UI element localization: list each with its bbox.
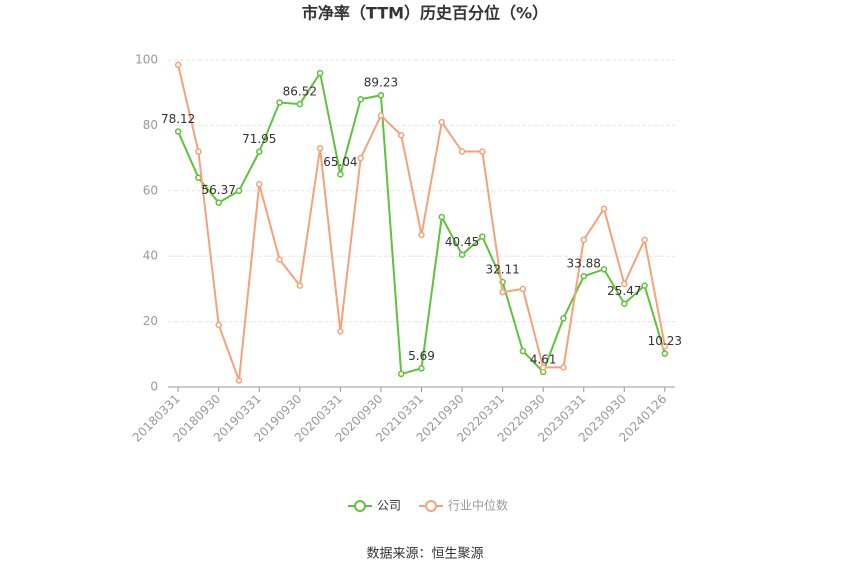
- data-point: [418, 231, 425, 239]
- data-point: [519, 285, 527, 293]
- legend-label: 行业中位数: [448, 498, 508, 513]
- data-label: 71.95: [242, 132, 276, 146]
- data-point: [377, 112, 385, 119]
- data-point: [438, 118, 446, 126]
- data-label: 32.11: [485, 263, 519, 277]
- y-tick-label: 60: [143, 183, 158, 197]
- data-label: 78.12: [161, 112, 195, 126]
- data-point: [256, 148, 263, 155]
- data-label: 56.37: [202, 183, 236, 197]
- data-point: [479, 233, 486, 240]
- data-point: [174, 128, 182, 135]
- data-label: 65.04: [323, 155, 357, 169]
- data-point: [580, 236, 587, 244]
- data-point: [276, 256, 283, 263]
- legend-marker: [354, 500, 366, 512]
- data-point: [641, 282, 648, 289]
- data-point: [337, 171, 344, 178]
- data-label: 86.52: [283, 85, 317, 99]
- data-label: 89.23: [364, 76, 398, 90]
- series-line: [177, 70, 666, 376]
- data-point: [296, 282, 304, 289]
- data-point: [479, 148, 486, 155]
- data-point: [499, 288, 506, 296]
- data-point: [215, 321, 222, 329]
- data-point: [195, 148, 202, 155]
- data-point: [235, 187, 243, 195]
- data-point: [377, 91, 385, 99]
- data-point: [641, 236, 648, 244]
- data-point: [215, 199, 222, 206]
- legend-marker: [425, 500, 438, 512]
- data-point: [316, 69, 324, 77]
- data-point: [458, 148, 466, 155]
- data-point: [397, 131, 405, 139]
- data-label: 33.88: [567, 257, 601, 271]
- data-point: [316, 145, 324, 152]
- chart-title: 市净率（TTM）历史百分位（%）: [302, 4, 548, 23]
- data-label: 5.69: [408, 349, 435, 363]
- data-point: [661, 350, 669, 357]
- data-label: 10.23: [648, 334, 682, 348]
- data-point: [560, 364, 567, 371]
- data-point: [621, 280, 628, 288]
- data-point: [560, 315, 567, 322]
- data-point: [276, 99, 283, 106]
- data-point: [235, 377, 243, 384]
- data-point: [539, 364, 547, 371]
- data-point: [458, 251, 466, 258]
- data-label: 40.45: [445, 235, 479, 249]
- data-label: 4.61: [530, 352, 557, 366]
- data-point: [519, 347, 527, 355]
- source-note: 数据来源：恒生聚源: [366, 547, 483, 562]
- y-tick-label: 20: [143, 314, 158, 328]
- data-point: [337, 328, 344, 335]
- data-point: [661, 342, 669, 350]
- data-point: [621, 300, 628, 307]
- data-point: [418, 365, 425, 372]
- legend: 公司 行业中位数: [348, 498, 508, 513]
- data-point: [174, 61, 182, 69]
- data-label: 25.47: [607, 284, 641, 298]
- legend-label: 公司: [377, 499, 401, 513]
- data-point: [357, 95, 364, 103]
- data-point: [397, 370, 405, 378]
- data-point: [296, 100, 304, 108]
- data-point: [256, 181, 263, 188]
- data-point: [195, 174, 202, 181]
- data-point: [600, 266, 608, 273]
- series-line: [177, 64, 666, 381]
- y-tick-label: 80: [143, 118, 158, 132]
- data-point: [357, 154, 364, 162]
- data-point: [438, 213, 446, 221]
- y-tick-label: 0: [150, 380, 158, 394]
- data-point: [580, 272, 587, 280]
- data-point: [600, 205, 608, 213]
- y-tick-label: 100: [135, 53, 158, 67]
- y-tick-label: 40: [143, 249, 158, 263]
